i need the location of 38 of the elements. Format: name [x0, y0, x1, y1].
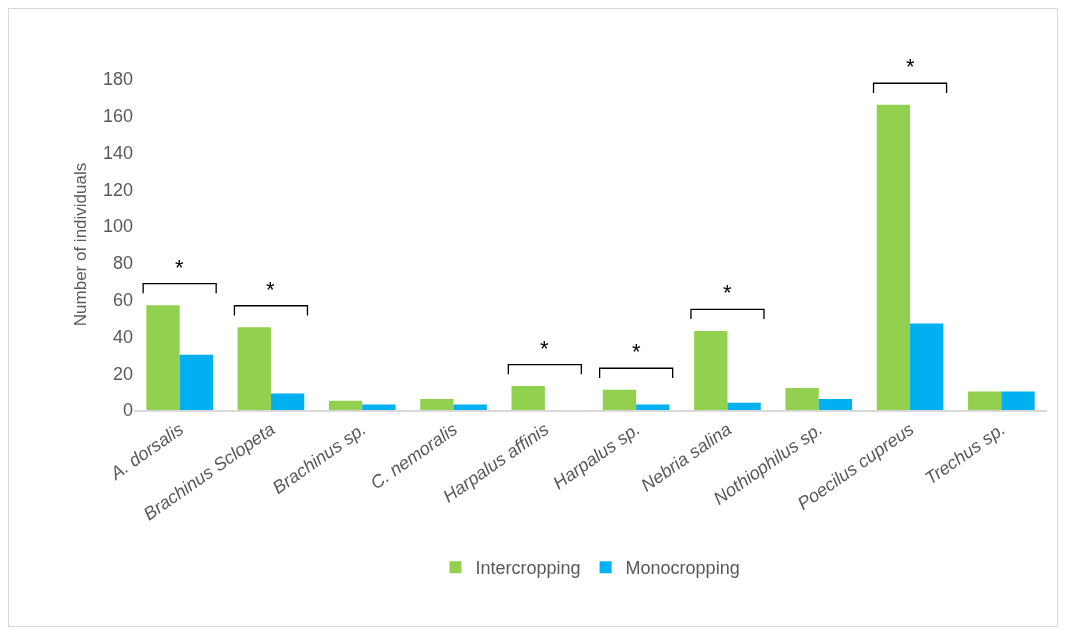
- bar: [362, 404, 396, 410]
- bar: [328, 400, 363, 410]
- bar: [694, 330, 728, 410]
- annotation: *: [266, 277, 275, 302]
- bar: [785, 387, 819, 410]
- bar: [179, 354, 213, 410]
- bar: [453, 404, 487, 410]
- bar: [420, 398, 454, 410]
- y-tick-label: 140: [102, 142, 133, 163]
- bar: [602, 389, 637, 410]
- y-tick-label: 120: [102, 179, 133, 200]
- annotation: *: [175, 255, 184, 280]
- annotation: *: [723, 280, 732, 305]
- y-tick-label: 60: [112, 289, 133, 310]
- text: *: [906, 54, 915, 79]
- bar: [636, 404, 670, 410]
- bar: [876, 104, 911, 410]
- annotation: *: [540, 336, 549, 361]
- annotation: *: [632, 339, 641, 364]
- bar: [727, 402, 761, 410]
- bar: [146, 305, 180, 410]
- y-tick-label: 160: [102, 106, 133, 127]
- y-tick-label: 0: [122, 400, 133, 421]
- y-tick-label: 180: [102, 69, 133, 90]
- bar: [237, 327, 271, 410]
- bar: [511, 386, 545, 410]
- y-tick-label: 80: [112, 253, 133, 274]
- bar: [910, 323, 944, 410]
- bar: [968, 391, 1002, 410]
- bar: [818, 398, 853, 410]
- bar: [270, 393, 305, 410]
- legend-label: Monocropping: [625, 558, 740, 579]
- y-tick-label: 100: [102, 216, 133, 237]
- y-axis-title: Number of individuals: [70, 162, 90, 327]
- legend-label: Intercropping: [475, 558, 581, 579]
- bar: [1001, 391, 1035, 410]
- y-tick-label: 40: [112, 326, 133, 347]
- y-tick-label: 20: [112, 363, 133, 384]
